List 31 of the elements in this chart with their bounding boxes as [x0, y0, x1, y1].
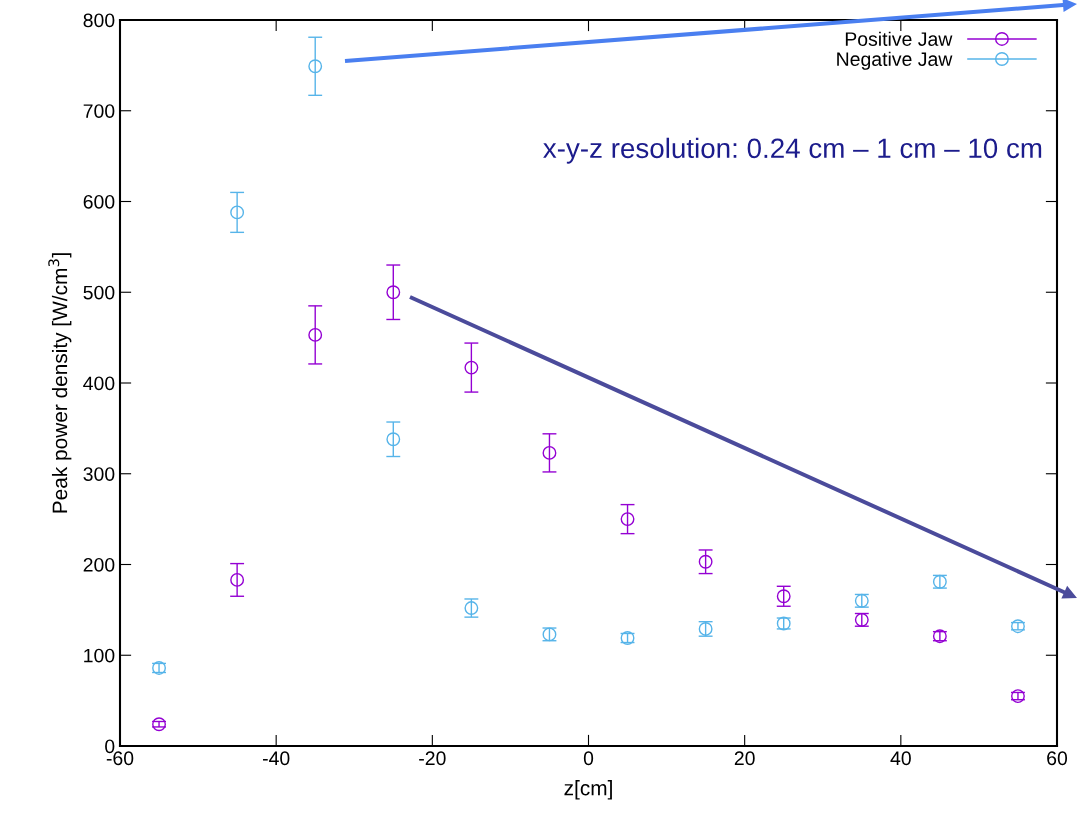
point [386, 432, 401, 447]
y-tick-label: 200 [83, 557, 115, 572]
y-tick-label: 100 [84, 648, 115, 663]
point [308, 59, 323, 74]
point [308, 327, 323, 342]
x-tick-label: 40 [890, 751, 911, 766]
annotation: x-y-z resolution: 0.24 cm – 1 cm – 10 cm [543, 137, 1042, 164]
x-tick-label: 60 [1047, 751, 1068, 766]
y-tick-label: 500 [83, 285, 115, 300]
point [386, 285, 401, 300]
point [230, 572, 245, 587]
point [776, 589, 791, 604]
point [698, 554, 713, 569]
x-tick-label: 20 [734, 751, 755, 766]
y-tick-label: 600 [83, 194, 115, 209]
y-tick-label: 700 [83, 104, 115, 118]
point [542, 445, 557, 460]
x-tick-label: 0 [583, 751, 594, 766]
y-tick-label: 400 [83, 376, 115, 391]
legend-label: Positive Jaw [845, 31, 953, 46]
point [152, 717, 166, 732]
x-tick-label: -40 [262, 751, 290, 766]
point [230, 205, 245, 220]
x-tick-label: -20 [419, 751, 446, 766]
point [464, 360, 479, 375]
point [620, 512, 635, 527]
x-axis-title: z[cm] [564, 780, 612, 800]
y-axis-title: Peak power density [W/cm$^{3}$] [48, 253, 72, 513]
legend-label: Negative Jaw [837, 51, 953, 70]
y-tick-label: 800 [83, 13, 115, 28]
y-tick-label: 300 [83, 467, 115, 481]
